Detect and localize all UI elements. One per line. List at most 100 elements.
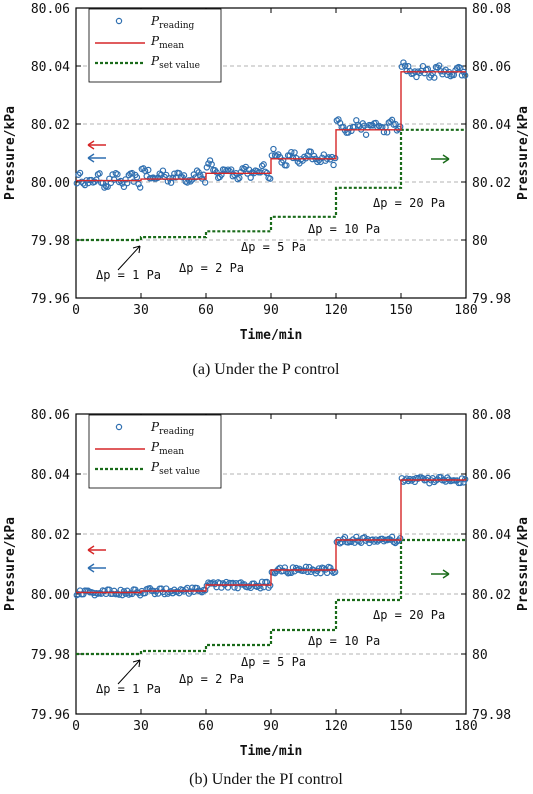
annotation-arrow (117, 245, 141, 271)
x-tick-label: 150 (389, 303, 412, 318)
delta-p-label: Δp = 5 Pa (241, 240, 306, 254)
reading-point (205, 160, 212, 167)
legend-subscript: reading (159, 427, 194, 437)
x-tick-label: 90 (263, 719, 279, 734)
reading-point (247, 174, 254, 181)
y-axis-label-left: Pressure/kPa (3, 517, 18, 611)
reading-point (406, 475, 414, 483)
y-tick-label-right: 80.04 (472, 528, 511, 543)
reading-point (201, 179, 209, 186)
y-tick-label-left: 80.06 (31, 2, 70, 17)
delta-p-label: Δp = 20 Pa (373, 608, 445, 622)
reading-point (270, 145, 277, 153)
reading-point (387, 118, 394, 125)
legend-label: Pset value (150, 54, 200, 71)
delta-p-label: Δp = 1 Pa (96, 682, 161, 696)
legend-label: Preading (150, 14, 195, 31)
x-tick-label: 120 (324, 719, 347, 734)
reading-point (291, 149, 298, 156)
y-tick-label-right: 80 (472, 648, 488, 663)
reading-point (213, 169, 220, 176)
reading-point (413, 73, 420, 81)
y-tick-label-left: 80.00 (31, 176, 70, 191)
legend-marker-reading (115, 17, 123, 25)
reading-point (375, 122, 383, 130)
reading-point (145, 166, 152, 174)
x-axis-label: Time/min (240, 328, 303, 343)
reading-point (206, 157, 214, 164)
reading-point (237, 168, 245, 176)
y-tick-label-right: 80 (472, 234, 488, 249)
reading-point (227, 166, 235, 173)
y-tick-label-left: 80.04 (31, 60, 70, 75)
legend-subscript: mean (159, 447, 184, 457)
legend-symbol: P (150, 14, 160, 28)
x-tick-label: 60 (198, 303, 214, 318)
reading-point (291, 568, 298, 575)
reading-point (348, 127, 355, 135)
y-tick-label-right: 80.02 (472, 176, 511, 191)
legend-symbol: P (150, 420, 160, 434)
y-tick-label-right: 80.08 (472, 2, 511, 17)
y-tick-label-right: 80.06 (472, 60, 511, 75)
y-tick-label-right: 80.02 (472, 588, 511, 603)
delta-p-label: Δp = 1 Pa (96, 268, 161, 282)
reading-point (447, 72, 454, 80)
legend-label: Preading (150, 420, 195, 437)
legend-subscript: set value (159, 61, 200, 71)
reading-point (219, 580, 227, 587)
reading-point (231, 171, 238, 179)
legend-label: Pmean (150, 440, 184, 457)
reading-point (421, 69, 428, 77)
reading-point (179, 586, 186, 594)
legend-subscript: reading (159, 21, 194, 31)
x-tick-label: 30 (133, 719, 149, 734)
reading-point (130, 178, 137, 185)
x-tick-label: 150 (389, 719, 412, 734)
reading-point (75, 171, 82, 178)
x-tick-label: 0 (72, 303, 80, 318)
reading-point (136, 184, 144, 191)
right-axis-arrow-head (442, 154, 450, 164)
legend-subscript: mean (159, 41, 184, 51)
reading-point (431, 74, 438, 81)
y-tick-label-left: 80.04 (31, 468, 70, 483)
reading-point (208, 161, 215, 168)
delta-p-label: Δp = 5 Pa (241, 655, 306, 669)
reading-point (101, 184, 108, 191)
mean-line (76, 71, 466, 182)
reading-point (128, 169, 136, 177)
reading-point (114, 171, 121, 178)
x-tick-label: 60 (198, 719, 214, 734)
annotation-arrow-head (132, 659, 141, 668)
reading-point (419, 62, 427, 70)
y-tick-label-left: 79.96 (31, 292, 70, 307)
reading-point (458, 72, 466, 79)
reading-point (122, 176, 129, 183)
y-tick-label-right: 80.06 (472, 468, 511, 483)
reading-point (120, 183, 128, 191)
y-axis-label-right: Pressure/kPa (516, 517, 531, 611)
left-axis-arrow-blue-head (87, 563, 95, 573)
y-axis-label-right: Pressure/kPa (516, 106, 531, 200)
x-tick-label: 30 (133, 303, 149, 318)
delta-p-label: Δp = 10 Pa (308, 222, 380, 236)
annotation-arrow (117, 659, 141, 685)
reading-point (180, 172, 188, 179)
x-tick-label: 180 (454, 719, 477, 734)
legend-box (88, 414, 222, 489)
x-tick-label: 180 (454, 303, 477, 318)
reading-point (400, 59, 407, 66)
reading-point (80, 590, 87, 598)
legend-box (88, 8, 222, 83)
chart-panel-a: 0 30 60 90 120 150 180 79.96 79.98 80.00 80.02 80.0… (3, 2, 531, 378)
reading-point (104, 183, 111, 190)
reading-point (260, 161, 267, 168)
reading-point (159, 167, 167, 174)
x-axis-label: Time/min (240, 744, 303, 759)
reading-point (396, 535, 404, 542)
legend-label: Pmean (150, 34, 184, 51)
reading-point (435, 62, 443, 69)
left-axis-arrow-red-head (87, 140, 95, 150)
